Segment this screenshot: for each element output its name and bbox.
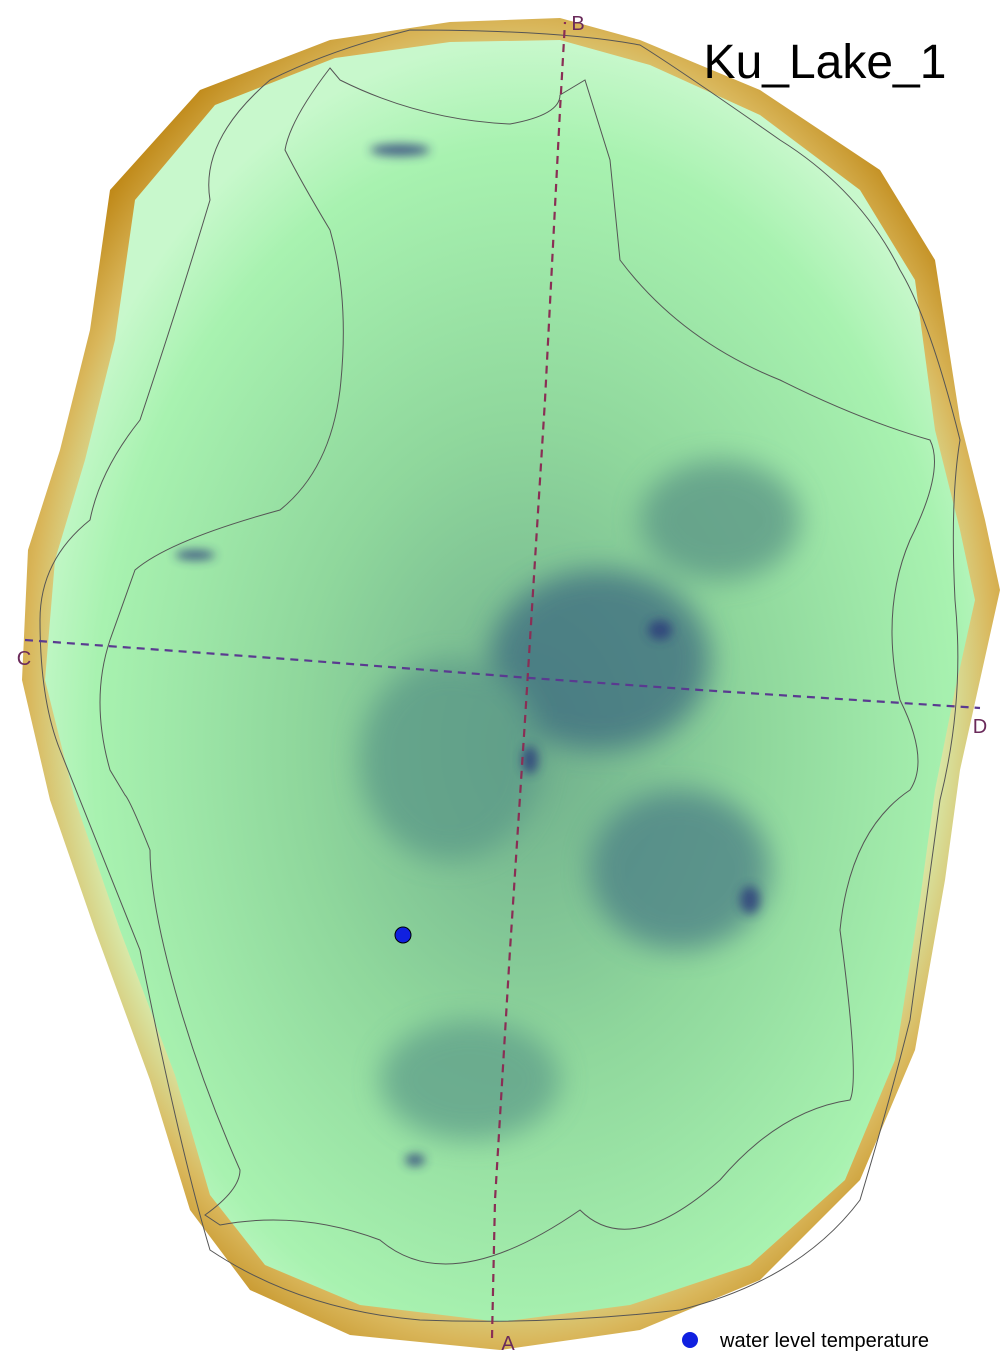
transect-label: C <box>17 648 31 670</box>
transect-c-d <box>24 638 981 710</box>
map-title: Ku_Lake_1 <box>704 36 947 89</box>
transect-a-b <box>490 21 567 1339</box>
contour-lines <box>39 29 961 1322</box>
legend-label: water level temperature <box>719 1330 929 1352</box>
transect-label: B <box>571 13 584 35</box>
deep-spots <box>175 144 760 1166</box>
transect-label: A <box>501 1333 515 1355</box>
sample-point <box>394 926 412 944</box>
transect-label: D <box>973 716 987 738</box>
transects <box>24 21 981 1339</box>
legend-marker <box>682 1332 698 1348</box>
deep-zones <box>360 460 800 1140</box>
